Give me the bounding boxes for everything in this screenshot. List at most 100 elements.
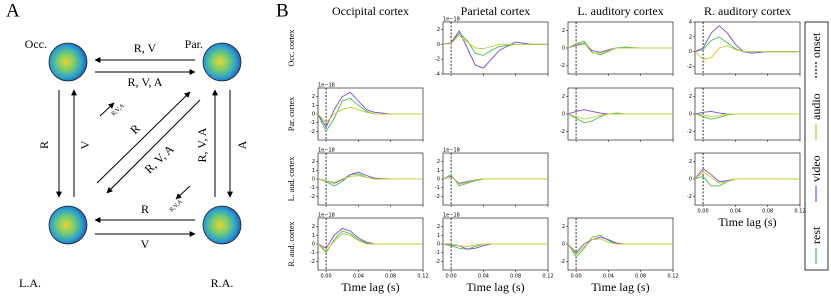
series-line bbox=[317, 173, 423, 187]
edge-label: R,V,A bbox=[169, 198, 184, 213]
y-tick-label: 0 bbox=[312, 177, 315, 183]
series-line bbox=[317, 175, 423, 183]
edge-label: R bbox=[127, 121, 142, 137]
y-tick-label: 1 bbox=[437, 233, 440, 239]
y-tick-label: 0 bbox=[689, 112, 692, 118]
node-label: R.A. bbox=[211, 276, 234, 290]
head bbox=[48, 205, 88, 245]
edge-label: R,V,A bbox=[111, 102, 126, 117]
y-tick-label: -1 bbox=[310, 185, 315, 191]
series-line bbox=[317, 106, 423, 124]
series-line bbox=[567, 112, 673, 124]
series-line bbox=[694, 36, 800, 53]
series-line bbox=[442, 243, 548, 250]
panel-label: A bbox=[6, 0, 20, 21]
x-tick-label: 0.08 bbox=[510, 274, 521, 280]
head bbox=[202, 205, 242, 245]
edge-label: V bbox=[78, 140, 92, 149]
y-tick-label: -2 bbox=[687, 194, 692, 200]
y-tick-label: -2 bbox=[560, 63, 565, 69]
offset-label: 1e−18 bbox=[318, 213, 335, 219]
x-tick-label: 0.04 bbox=[478, 274, 489, 280]
panel-a: A Occ. Par. L.A. R.A. R, V R, V, A R V R… bbox=[6, 0, 249, 289]
x-tick-label: 0.04 bbox=[353, 274, 364, 280]
y-tick-label: 1 bbox=[312, 233, 315, 239]
row-label: Par. cortex bbox=[287, 97, 296, 131]
legend-box bbox=[804, 21, 829, 271]
plot-frame bbox=[442, 21, 549, 75]
series-line bbox=[442, 34, 548, 50]
offset-label: 1e−18 bbox=[443, 213, 460, 219]
series-line bbox=[567, 113, 673, 120]
y-tick-label: -2 bbox=[560, 259, 565, 265]
y-tick-label: 2 bbox=[689, 94, 692, 100]
y-tick-label: 0 bbox=[437, 242, 440, 248]
series-line bbox=[694, 167, 800, 183]
y-tick-label: 4 bbox=[689, 20, 692, 26]
x-tick-label: 0.00 bbox=[446, 274, 457, 280]
x-tick-label: 0.04 bbox=[603, 274, 614, 280]
y-tick-label: 0 bbox=[312, 242, 315, 248]
x-tick-label: 0.12 bbox=[794, 209, 805, 215]
column-title: Parietal cortex bbox=[461, 4, 531, 18]
y-tick-label: 2 bbox=[437, 224, 440, 230]
edge-label: R, V, A bbox=[195, 127, 209, 162]
offset-label: 1e−18 bbox=[443, 17, 460, 23]
y-tick-label: 0 bbox=[689, 49, 692, 55]
y-tick-label: 0 bbox=[312, 112, 315, 118]
y-tick-label: -2 bbox=[435, 194, 440, 200]
node-label: Par. bbox=[185, 37, 203, 51]
y-tick-label: -1 bbox=[435, 185, 440, 191]
y-tick-label: 0 bbox=[562, 112, 565, 118]
x-tick-label: 0.08 bbox=[635, 274, 646, 280]
y-tick-label: -2 bbox=[687, 129, 692, 135]
legend-label: audio bbox=[809, 93, 823, 120]
y-tick-label: 0 bbox=[689, 177, 692, 183]
series-line bbox=[694, 113, 800, 118]
head bbox=[48, 42, 88, 82]
legend-label: video bbox=[809, 155, 823, 182]
row-label: Occ. cortex bbox=[287, 30, 296, 67]
y-tick-label: 1 bbox=[437, 168, 440, 174]
legend: rest video audio onset bbox=[804, 21, 829, 271]
series-line bbox=[567, 234, 673, 258]
node-label: L.A. bbox=[19, 276, 41, 290]
node-label: Occ. bbox=[25, 37, 47, 51]
x-tick-label: 0.12 bbox=[417, 274, 428, 280]
legend-label: rest bbox=[809, 226, 823, 244]
y-tick-label: 2 bbox=[312, 159, 315, 165]
plot-frame bbox=[694, 21, 801, 75]
offset-label: 1e−18 bbox=[443, 148, 460, 154]
series-line bbox=[442, 29, 548, 69]
y-tick-label: -4 bbox=[435, 72, 440, 78]
y-tick-label: 2 bbox=[562, 94, 565, 100]
series-line bbox=[694, 171, 800, 184]
y-tick-label: 0 bbox=[562, 46, 565, 52]
head bbox=[202, 42, 242, 82]
series-line bbox=[442, 175, 548, 184]
edge-label: R, V, A bbox=[128, 75, 163, 89]
y-tick-label: -2 bbox=[560, 129, 565, 135]
series-line bbox=[317, 91, 423, 128]
column-title: R. auditory cortex bbox=[704, 4, 791, 18]
row-label: L. aud. cortex bbox=[287, 157, 296, 201]
offset-label: 1e−18 bbox=[318, 83, 335, 89]
y-tick-label: 2 bbox=[562, 28, 565, 34]
legend-label: onset bbox=[809, 32, 823, 58]
y-tick-label: 2 bbox=[437, 27, 440, 33]
y-tick-label: 2 bbox=[312, 94, 315, 100]
arrow bbox=[106, 99, 201, 194]
edge-label: A bbox=[235, 140, 249, 149]
y-tick-label: -2 bbox=[310, 194, 315, 200]
y-tick-label: 2 bbox=[437, 159, 440, 165]
series-line bbox=[694, 45, 800, 60]
y-tick-label: 0 bbox=[437, 177, 440, 183]
x-tick-label: 0.12 bbox=[542, 274, 553, 280]
y-tick-label: -2 bbox=[435, 259, 440, 265]
x-tick-label: 0.04 bbox=[730, 209, 741, 215]
y-tick-label: -2 bbox=[310, 259, 315, 265]
y-tick-label: 2 bbox=[689, 34, 692, 40]
edge-label: R bbox=[37, 141, 51, 149]
offset-label: 1e−18 bbox=[318, 148, 335, 154]
x-axis-label: Time lag (s) bbox=[718, 215, 776, 229]
